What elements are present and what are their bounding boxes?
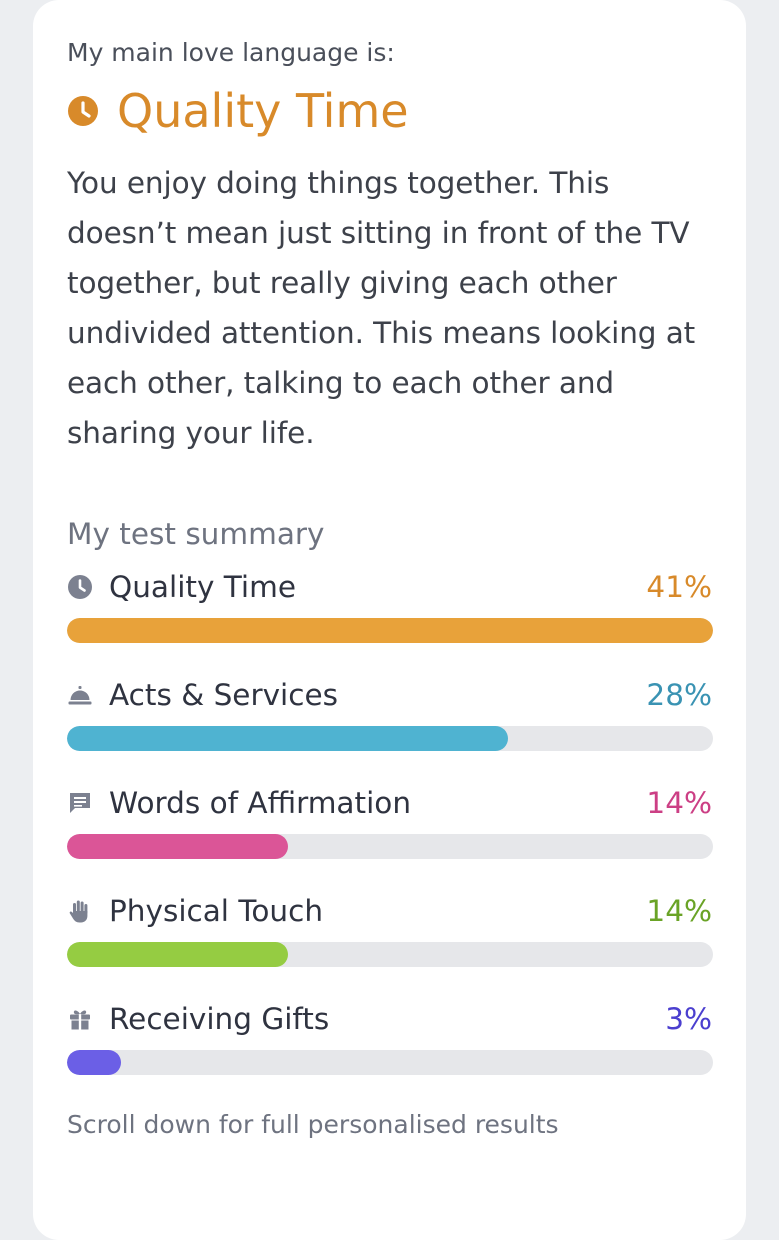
main-language-title: Quality Time: [67, 80, 712, 142]
progress-fill: [67, 834, 288, 859]
summary-percent: 3%: [665, 1002, 712, 1036]
main-language-label: Quality Time: [117, 84, 409, 138]
summary-row-quality-time: Quality Time 41%: [67, 566, 713, 674]
hand-icon: [67, 898, 93, 924]
summary-row-physical-touch: Physical Touch 14%: [67, 890, 713, 998]
clock-icon: [67, 95, 99, 127]
progress-bar: [67, 1050, 713, 1075]
progress-fill: [67, 942, 288, 967]
progress-fill: [67, 618, 713, 643]
summary-row-words-of-affirmation: Words of Affirmation 14%: [67, 782, 713, 890]
progress-bar: [67, 618, 713, 643]
summary-label: Physical Touch: [109, 894, 324, 928]
summary-heading: My test summary: [67, 517, 325, 551]
progress-bar: [67, 726, 713, 751]
service-bell-icon: [67, 682, 93, 708]
summary-percent: 28%: [646, 678, 712, 712]
result-card: My main love language is: Quality Time Y…: [33, 0, 746, 1240]
progress-bar: [67, 942, 713, 967]
progress-bar: [67, 834, 713, 859]
summary-percent: 14%: [646, 894, 712, 928]
summary-label: Receiving Gifts: [109, 1002, 330, 1036]
clock-icon: [67, 574, 93, 600]
scroll-hint: Scroll down for full personalised result…: [67, 1110, 559, 1139]
chat-bubble-icon: [67, 790, 93, 816]
summary-row-receiving-gifts: Receiving Gifts 3%: [67, 998, 713, 1106]
summary-list: Quality Time 41% Acts & Services: [67, 566, 713, 1106]
summary-label: Words of Affirmation: [109, 786, 412, 820]
result-eyebrow: My main love language is:: [67, 38, 395, 67]
summary-label: Quality Time: [109, 570, 296, 604]
summary-percent: 41%: [646, 570, 712, 604]
summary-percent: 14%: [646, 786, 712, 820]
summary-label: Acts & Services: [109, 678, 338, 712]
progress-fill: [67, 726, 509, 751]
gift-icon: [67, 1006, 93, 1032]
summary-row-acts-services: Acts & Services 28%: [67, 674, 713, 782]
main-language-description: You enjoy doing things together. This do…: [67, 166, 696, 450]
progress-fill: [67, 1050, 121, 1075]
